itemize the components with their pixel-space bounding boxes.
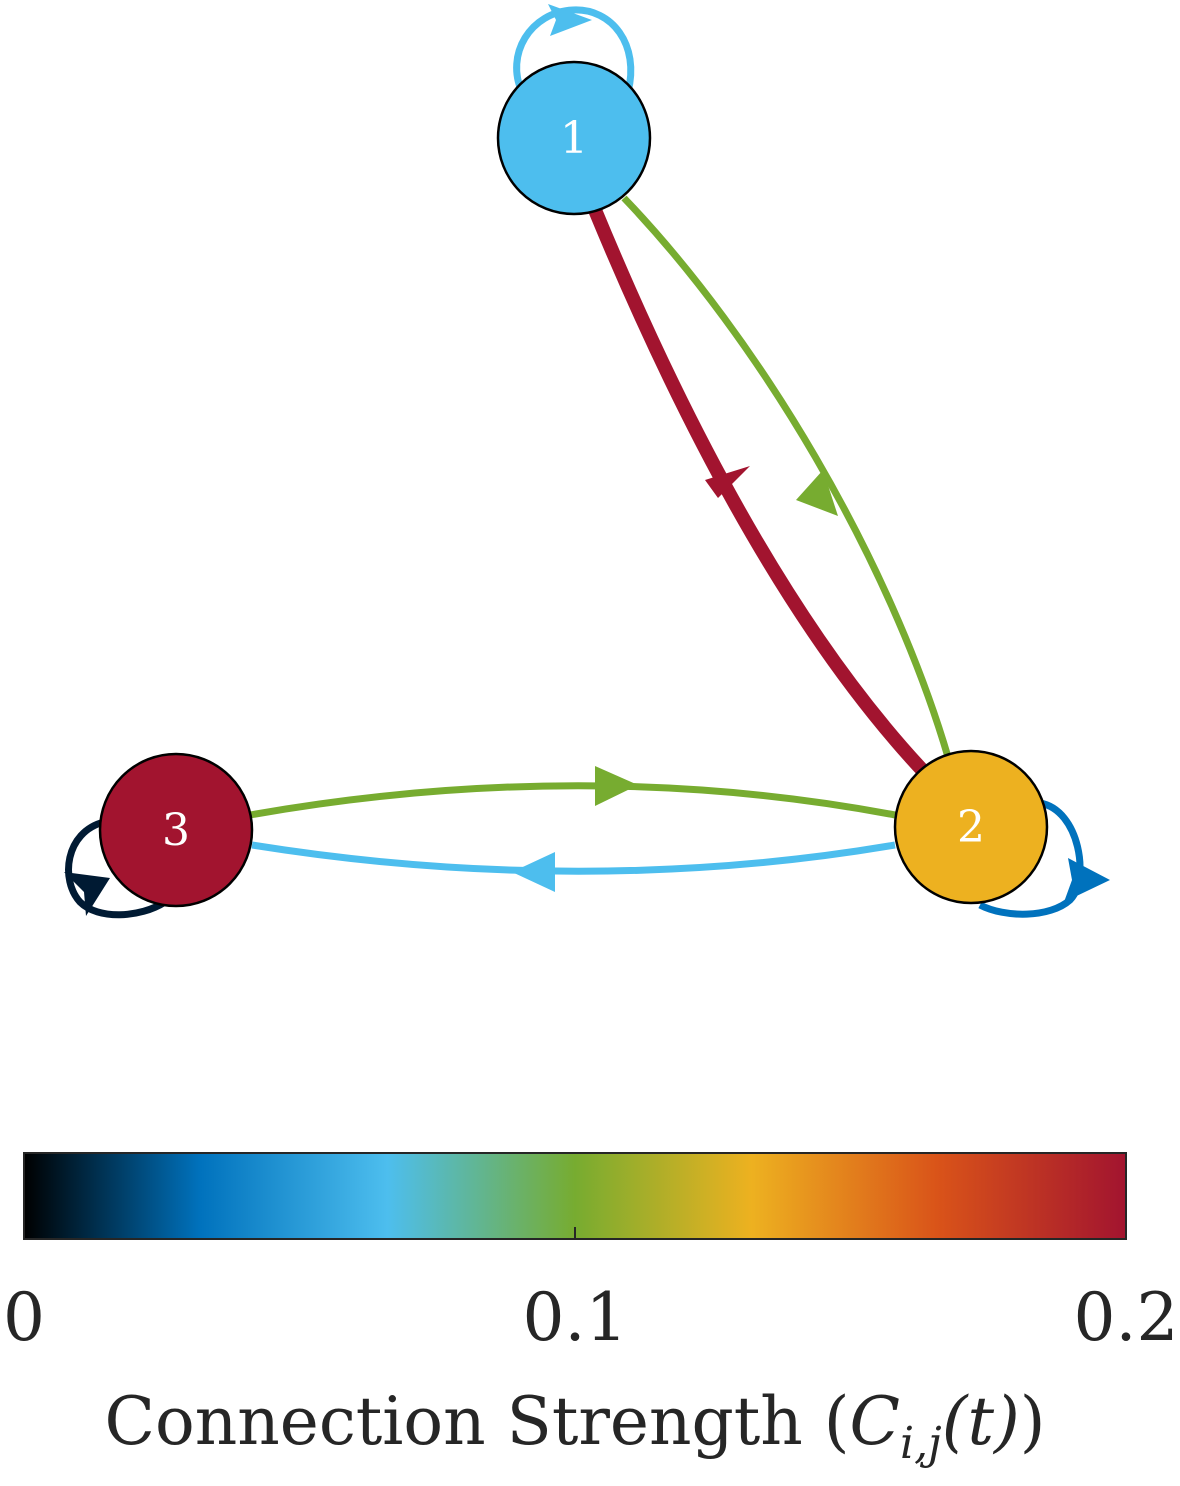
edge-1-to-2-arrow <box>796 470 838 516</box>
self-loop-3-arrow <box>64 872 110 916</box>
colorbar-label-text: Connection Strength ( <box>105 1383 850 1460</box>
edge-2-to-1-arrow <box>705 466 750 498</box>
node-2-label: 2 <box>957 802 985 853</box>
edge-2-to-3 <box>251 841 896 875</box>
colorbar-label-subscript: i,j <box>900 1418 942 1469</box>
self-loop-1-arrow <box>548 4 592 36</box>
colorbar-label-math: C <box>850 1383 901 1460</box>
colorbar-label-close: ) <box>1020 1383 1046 1460</box>
node-1: 1 <box>496 60 652 216</box>
self-loop-2-arrow <box>1064 858 1110 902</box>
node-3: 3 <box>98 752 254 908</box>
edge-3-to-2 <box>249 782 896 819</box>
node-3-label: 3 <box>162 805 190 856</box>
node-2: 2 <box>893 749 1049 905</box>
edge-3-to-2-arrow <box>595 766 638 806</box>
edge-2-to-3-arrow <box>512 852 555 892</box>
node-1-label: 1 <box>560 113 588 164</box>
self-loop-1 <box>513 6 635 94</box>
colorbar <box>23 1152 1127 1240</box>
self-loop-2 <box>978 799 1084 918</box>
colorbar-label-math-tail: (t) <box>942 1383 1020 1460</box>
colorbar-label: Connection Strength (Ci,j(t)) <box>105 1383 1046 1469</box>
edge-2-to-1 <box>588 207 931 778</box>
edge-1-to-2 <box>621 195 952 758</box>
colorbar-tick-0: 0 <box>3 1279 45 1356</box>
colorbar-tick-1: 0.1 <box>523 1279 628 1356</box>
colorbar-tick-2: 0.2 <box>1074 1279 1179 1356</box>
self-loop-3 <box>65 818 167 919</box>
